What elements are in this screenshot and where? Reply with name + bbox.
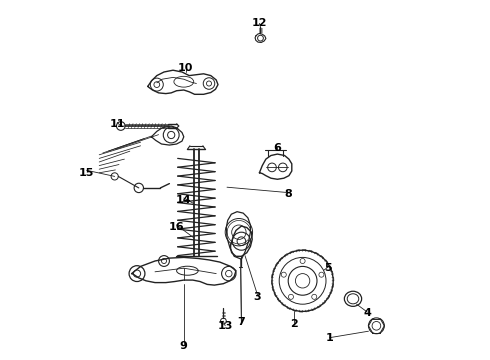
Text: 7: 7 (238, 317, 245, 327)
Text: 1: 1 (326, 333, 334, 343)
Text: 9: 9 (180, 341, 188, 351)
Text: 6: 6 (273, 143, 281, 153)
Text: 4: 4 (364, 308, 371, 318)
Text: 12: 12 (252, 18, 267, 28)
Text: 10: 10 (178, 63, 193, 73)
Text: 14: 14 (176, 195, 192, 205)
Text: 11: 11 (109, 119, 125, 129)
Text: 2: 2 (290, 319, 297, 329)
Text: 13: 13 (218, 321, 233, 331)
Text: 15: 15 (79, 168, 94, 178)
Text: 16: 16 (169, 222, 184, 232)
Text: 5: 5 (324, 263, 332, 273)
Text: 8: 8 (284, 189, 292, 199)
Text: 3: 3 (254, 292, 261, 302)
